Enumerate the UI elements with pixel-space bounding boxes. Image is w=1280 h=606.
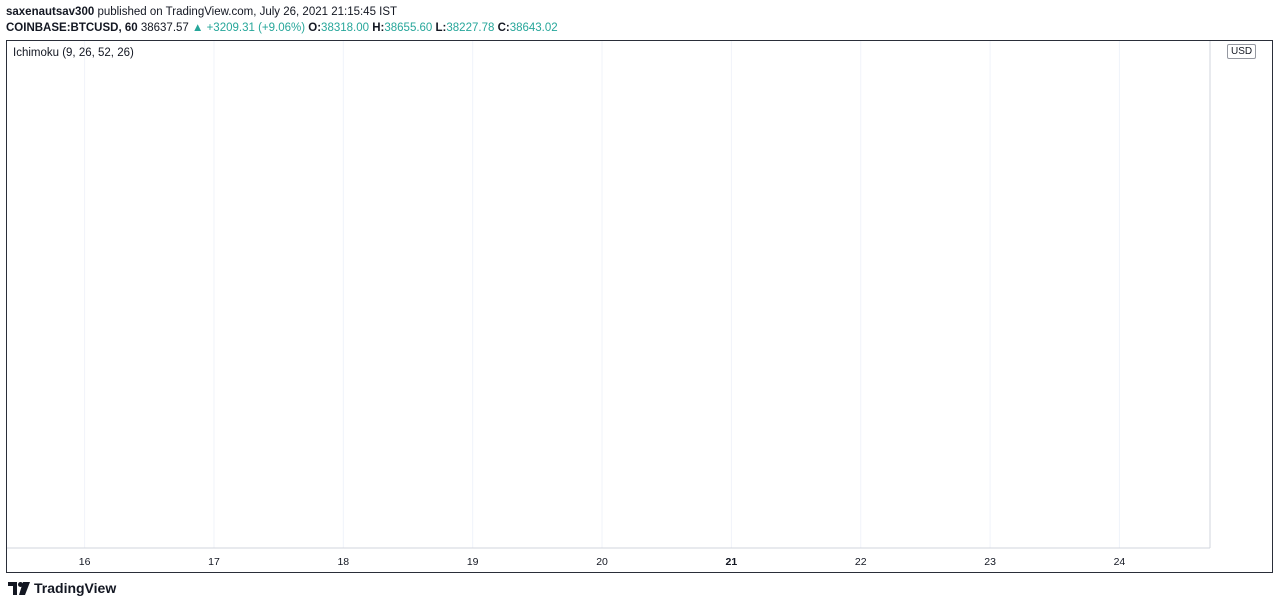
high-label: H: xyxy=(372,22,385,34)
low-value: 38227.78 xyxy=(446,22,495,34)
time-tick-label: 24 xyxy=(1114,556,1126,568)
time-axis: 16 17 18 19 20 21 22 23 24 xyxy=(7,547,1210,568)
currency-label[interactable]: USD xyxy=(1227,44,1257,59)
time-tick-label: 16 xyxy=(79,556,91,568)
open-value: 38318.00 xyxy=(321,22,370,34)
time-tick-label: 22 xyxy=(855,556,867,568)
chart-frame xyxy=(6,40,1273,573)
time-tick-label: 17 xyxy=(208,556,220,568)
time-tick-label: 18 xyxy=(337,556,349,568)
publish-info: published on TradingView.com, July 26, 2… xyxy=(97,6,398,18)
time-tick-label: 21 xyxy=(726,556,738,568)
price-axis: 42000.0041000.0040000.0039000.0038000.00… xyxy=(1209,41,1211,548)
time-tick-label: 19 xyxy=(467,556,479,568)
last-price: 38637.57 xyxy=(140,22,189,34)
gridlines xyxy=(84,41,1120,548)
indicator-label[interactable]: Ichimoku (9, 26, 52, 26) xyxy=(13,47,134,59)
tradingview-logo[interactable]: TradingView xyxy=(8,580,116,596)
close-value: 38643.02 xyxy=(509,22,558,34)
tradingview-icon xyxy=(8,581,30,595)
high-value: 38655.60 xyxy=(384,22,433,34)
brand-name: TradingView xyxy=(34,580,117,596)
author-name[interactable]: saxenautsav300 xyxy=(6,6,95,18)
open-label: O: xyxy=(308,22,322,34)
ohlc-line: COINBASE:BTCUSD, 60 38637.57 ▲ +3209.31 … xyxy=(6,20,558,36)
symbol: COINBASE:BTCUSD, 60 xyxy=(6,22,138,34)
time-tick-label: 23 xyxy=(984,556,996,568)
publish-line: saxenautsav300 published on TradingView.… xyxy=(6,4,558,20)
close-label: C: xyxy=(497,22,510,34)
price-change: ▲ +3209.31 (+9.06%) xyxy=(192,22,306,34)
chart-header: saxenautsav300 published on TradingView.… xyxy=(6,4,558,36)
low-label: L: xyxy=(435,22,447,34)
time-tick-label: 20 xyxy=(596,556,608,568)
